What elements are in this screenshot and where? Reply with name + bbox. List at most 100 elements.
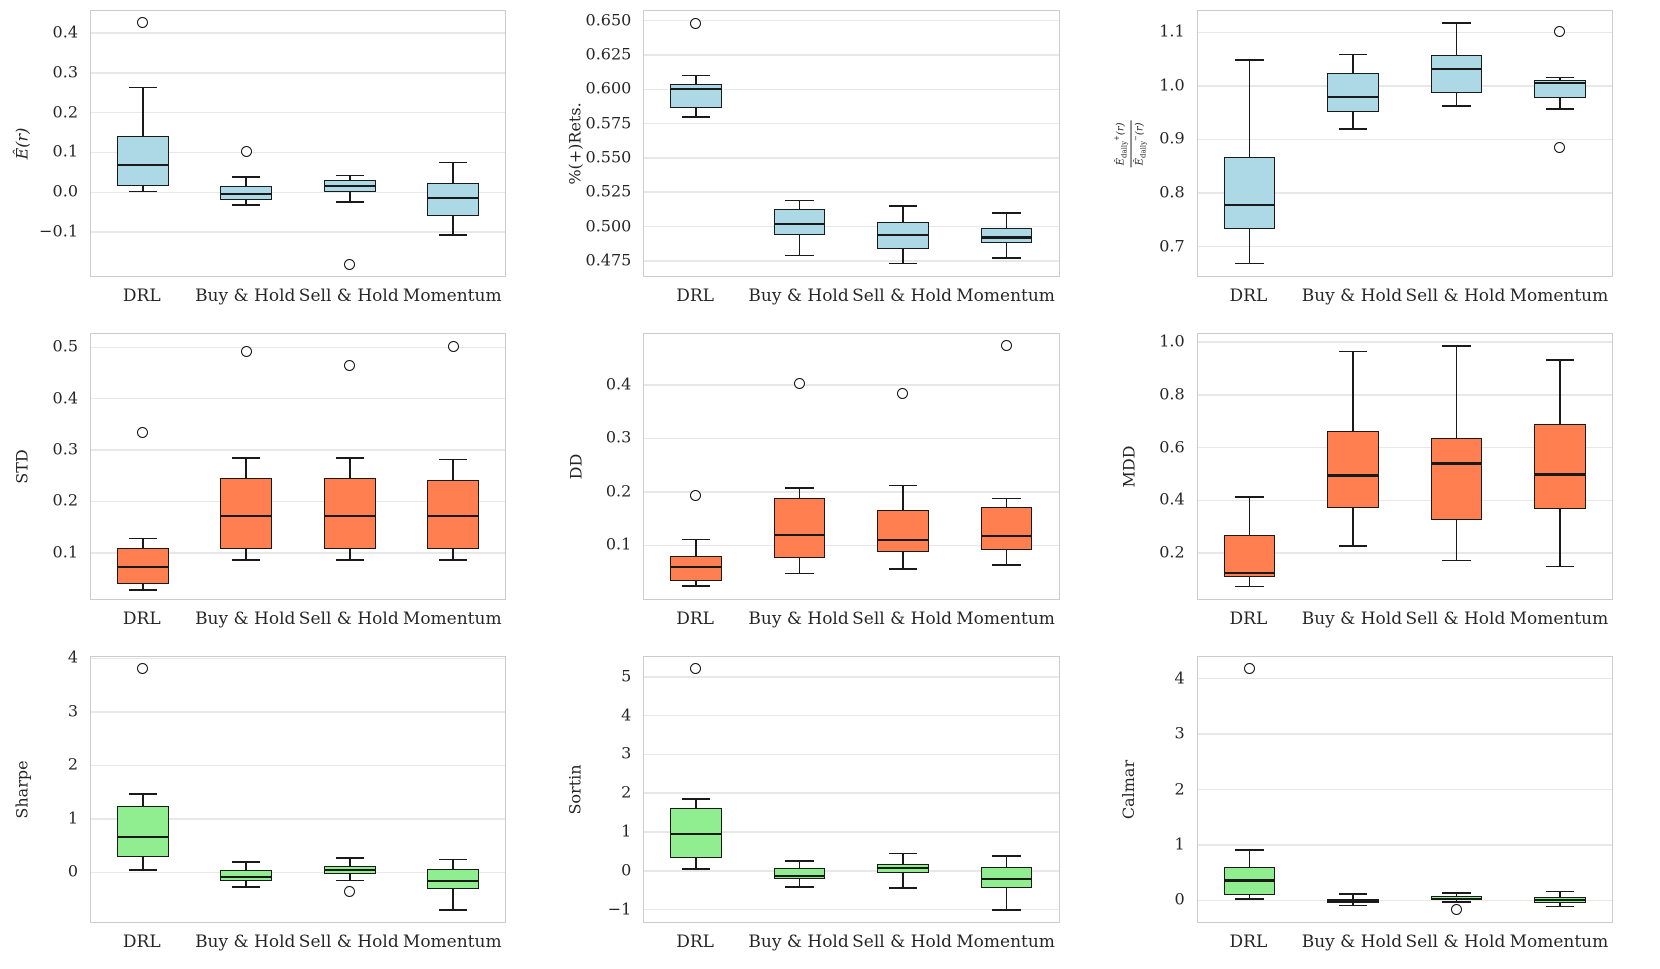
subplot-mdd: MDD 0.2 0.4 0.6 0.8 1.0 DRL Buy & Hold Sell & H… [1107,323,1660,646]
x-tick-label: DRL [122,932,161,952]
whisker-line [348,548,351,560]
whisker-cap [1235,59,1264,62]
gridline [644,676,1059,678]
gridline [91,72,506,74]
whisker-cap [1235,898,1264,901]
whisker-line [902,248,904,264]
y-axis-label-wrap: DD [555,333,595,600]
whisker-line [141,793,144,807]
y-tick-label: 0.525 [585,181,632,201]
y-tick-label: 0.1 [605,534,632,554]
gridline [644,122,1059,125]
x-tick-label: Momentum [402,286,502,306]
median-line [427,515,480,518]
x-tick-label: Buy & Hold [195,932,296,952]
whisker-line [798,558,801,574]
subplot-daily-gain-loss-ratio: Êdaily+(r) Êdaily−(r) 0.7 0.8 0.9 1.0 1.1 DRL B… [1107,0,1660,323]
gridline [644,437,1059,440]
x-tick-label: Sell & Hold [852,286,953,306]
subplot-calmar: Calmar 0 1 2 3 4 DRL Buy & Hold Sell & Hold Mome… [1107,646,1660,969]
whisker-line [1455,520,1458,561]
box [877,510,929,552]
whisker-cap [439,858,468,861]
y-tick-label: 0.3 [52,439,78,459]
x-tick-label: DRL [676,932,714,952]
outlier-marker [793,378,805,390]
y-tick-label: 0.8 [1159,384,1185,404]
outlier-marker [137,662,149,674]
subplot-sortin: Sortin −1 0 1 2 3 4 5 DRL Buy & Hold Sell & Hold M… [553,646,1106,969]
whisker-cap [335,879,364,882]
outlier-marker [137,427,149,438]
y-tick-label: 4 [621,705,632,725]
x-tick-label: Momentum [1509,932,1609,952]
whisker-cap [232,456,261,459]
whisker-cap [785,572,814,575]
y-tick-label: 0.625 [585,44,632,64]
x-tick-label: Momentum [956,286,1055,306]
gridline [644,544,1059,547]
gridline [644,753,1059,756]
whisker-line [141,583,144,591]
y-tick-label: 0.3 [605,427,632,447]
gridline [1197,394,1612,396]
gridline [91,449,506,451]
gridline [91,657,506,660]
median-line [670,565,722,568]
whisker-line [348,873,351,881]
subplot-dd: DD 0.1 0.2 0.3 0.4 DRL Buy & Hold Sell & Hold M… [553,323,1106,646]
gridline [644,191,1059,193]
whisker-line [1559,360,1561,424]
whisker-cap [681,798,711,800]
whisker-line [245,457,248,479]
whisker-line [245,549,248,560]
box [773,867,826,880]
gridline [1197,788,1612,791]
box [1327,431,1379,509]
x-tick-label: Momentum [402,609,502,629]
whisker-cap [1338,350,1368,353]
y-axis-label-wrap: Sharpe [2,656,42,923]
x-tick-label: Buy & Hold [1301,609,1403,629]
whisker-line [798,879,801,888]
whisker-cap [439,458,468,461]
gridline [91,397,506,400]
outlier-marker [1554,142,1566,154]
whisker-cap [888,205,918,207]
whisker-line [1005,212,1008,228]
box [1534,423,1586,509]
median-line [1534,899,1586,902]
x-tick-label: Sell & Hold [298,609,399,629]
whisker-line [245,861,248,870]
outlier-marker [1450,904,1462,916]
plot-area [643,10,1060,277]
whisker-cap [1338,53,1368,56]
x-tick-label: DRL [1229,609,1268,629]
median-line [116,164,169,167]
whisker-cap [1442,892,1471,894]
y-tick-label: 1 [67,808,78,828]
whisker-line [1248,496,1251,535]
median-line [670,833,722,836]
whisker-line [452,859,455,869]
median-line [1430,462,1483,465]
outlier-marker [344,359,356,371]
gridline [1197,85,1612,87]
plot-area [643,656,1060,923]
median-line [877,866,929,870]
whisker-cap [888,887,918,889]
box [116,136,169,186]
whisker-line [141,538,144,549]
whisker-line [1455,346,1458,439]
whisker-line [1248,849,1251,868]
gridline [1197,552,1612,554]
whisker-cap [128,869,157,871]
median-line [323,184,376,188]
whisker-cap [335,457,364,460]
whisker-cap [785,199,814,202]
y-tick-label: 0.550 [585,147,632,167]
median-line [1327,474,1379,477]
whisker-line [245,177,248,187]
y-tick-label: 0.4 [605,374,632,394]
y-tick-label: 0 [67,861,78,881]
